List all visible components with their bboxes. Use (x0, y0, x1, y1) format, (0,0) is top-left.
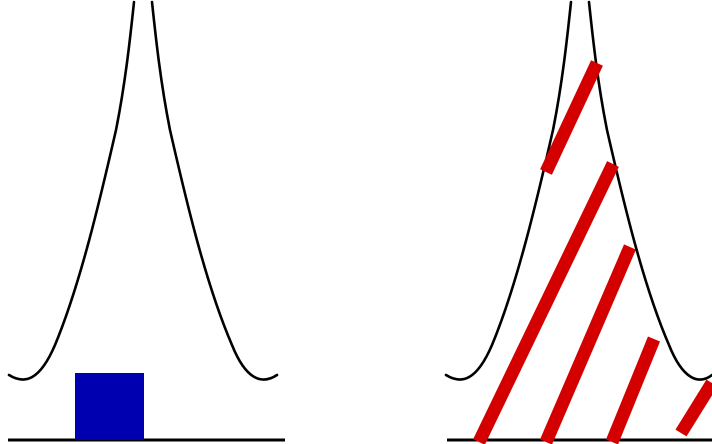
left-peak-curve (7, 0, 279, 381)
left-panel (7, 0, 285, 442)
right-panel (444, 0, 712, 444)
hatch-stripe (473, 161, 619, 444)
hatch-stripe (540, 60, 603, 175)
hatch-stripe (605, 336, 661, 444)
hatch-stripes (473, 60, 712, 444)
hatch-stripe (675, 379, 712, 437)
blue-square (75, 373, 144, 440)
hatch-stripe (540, 244, 636, 444)
right-peak-curve (444, 0, 712, 381)
